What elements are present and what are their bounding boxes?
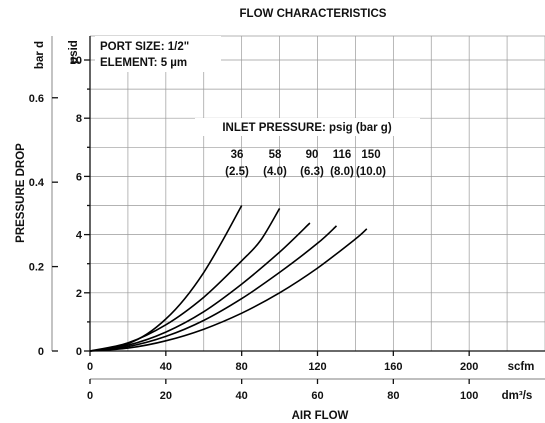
curve-116-psig [89,225,338,352]
x-tick-label: 160 [384,361,402,373]
dm3-tick-label: 0 [87,390,93,402]
curve-label-116: 116 [333,149,352,161]
bar-tick-label: 0.4 [29,177,45,189]
x-axis-label: AIR FLOW [292,410,349,422]
curve-label-36: 36 [231,149,244,161]
curve-150-psig [89,228,368,352]
chart-title: FLOW CHARACTERISTICS [240,8,387,20]
curve-label-58-bar: (4.0) [263,166,287,178]
y-tick-label: 0 [76,346,82,358]
curve-label-90: 90 [306,149,319,161]
y-tick-label: 6 [76,171,82,183]
x-tick-label: 120 [308,361,326,373]
curve-label-116-bar: (8.0) [330,166,354,178]
curve-label-150: 150 [361,149,380,161]
x-tick-label: 80 [236,361,248,373]
x-tick-label: 40 [160,361,172,373]
y-axis-label: PRESSURE DROP [15,143,27,243]
curve-label-58: 58 [269,149,282,161]
curve-label-90-bar: (6.3) [300,166,324,178]
dm3-tick-label: 20 [160,390,172,402]
y-unit-psid: psid [68,40,80,64]
curve-58-psig [89,207,281,352]
y-tick-label: 8 [76,113,82,125]
inlet-pressure-title: INLET PRESSURE: psig (bar g) [222,122,391,134]
curve-90-psig [89,222,311,352]
y-tick-label: 4 [76,230,83,242]
x-unit-dm3s: dm³/s [502,390,533,402]
dm3-tick-label: 100 [460,390,478,402]
x-ticks-dm3: 0 20 40 60 80 100 [87,378,545,402]
dm3-tick-label: 80 [387,390,399,402]
dm3-tick-label: 40 [236,390,248,402]
curve-label-150-bar: (10.0) [356,166,386,178]
y-unit-bar: bar d [34,41,46,69]
y-ticks-psid: 0 2 4 6 8 10 [70,55,90,358]
x-unit-scfm: scfm [508,361,535,373]
inlet-title-box [195,118,420,136]
curve-labels: 36 (2.5) 58 (4.0) 90 (6.3) 116 (8.0) 150 (10.0) [225,149,386,178]
x-tick-label: 200 [460,361,478,373]
grid [90,35,545,351]
curve-label-36-bar: (2.5) [225,166,249,178]
y-ticks-bar: 0 0.2 0.4 0.6 [29,36,58,358]
element-note: ELEMENT: 5 µm [100,57,187,69]
note-box [95,36,221,72]
y-tick-label: 2 [76,288,82,300]
x-tick-label: 0 [87,361,93,373]
bar-tick-label: 0 [38,346,44,358]
x-ticks-scfm: 0 40 80 120 160 200 [87,351,478,373]
bar-tick-label: 0.2 [29,262,44,274]
y-tick-label: 10 [70,55,82,67]
dm3-tick-label: 60 [311,390,323,402]
port-size-note: PORT SIZE: 1/2" [100,41,189,53]
bar-tick-label: 0.6 [29,93,44,105]
curves [89,205,368,352]
